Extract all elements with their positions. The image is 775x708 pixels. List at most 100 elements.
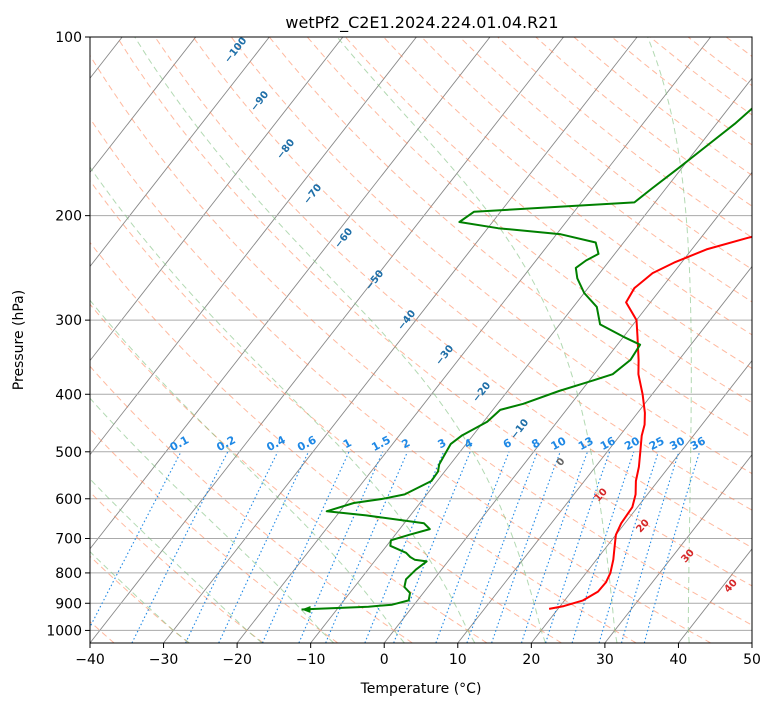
dry-adiabat-line [383,37,752,336]
y-tick-label: 400 [55,387,82,403]
dry-adiabat-line [725,37,752,58]
mixing-ratio-line [90,451,182,629]
x-tick-label: 20 [522,652,540,668]
x-tick-label: 10 [449,652,467,668]
moist-adiabat-line [647,37,692,643]
y-tick-label: 700 [55,532,82,548]
y-tick-label: 600 [55,492,82,508]
mixing-ratio-label: 3 [436,436,449,451]
y-tick-label: 500 [55,445,82,461]
x-tick-label: −10 [296,652,326,668]
dry-adiabat-line [90,365,413,643]
dry-adiabat-line [90,241,562,643]
mixing-ratio-line [520,451,589,643]
dry-adiabat-line [306,37,752,404]
x-tick-label: 40 [670,652,688,668]
mixing-ratio-line [325,451,409,643]
isotherm-line [604,454,752,643]
x-tick-label: −30 [149,652,179,668]
isotherm-line [310,77,752,643]
x-tick-label: −20 [222,652,252,668]
y-tick-label: 1000 [46,623,82,639]
x-tick-label: 50 [743,652,761,668]
isotherm-line [90,37,344,362]
dry-adiabat-line [573,37,752,176]
x-axis-label: Temperature (°C) [360,681,482,697]
isotherm-line [751,642,752,643]
mixing-ratio-label: 13 [576,434,596,453]
mixing-ratio-line [435,451,510,643]
dry-adiabat-line [230,37,752,475]
isotherm-line [90,37,564,643]
mixing-ratio-line [131,451,229,643]
mixing-ratio-label: 16 [598,434,618,453]
isotherm-line [90,37,417,456]
y-axis-label: Pressure (hPa) [11,290,27,390]
dry-adiabat-line [90,303,488,643]
moist-adiabat-line [134,37,546,643]
dry-adiabat-label: −50 [364,268,386,292]
moist-adiabat-line [90,299,405,643]
mixing-ratio-label: 0.1 [168,433,191,454]
isotherm-line [530,359,752,643]
y-tick-label: 300 [55,313,82,329]
dry-adiabat-line [421,37,752,303]
moist-adiabat-line [762,37,775,643]
temperature-profile-line [548,235,752,610]
mixing-ratio-line [466,451,539,643]
mixing-ratio-label: 0.6 [295,433,319,454]
dewpoint-start-marker [301,605,311,613]
mixing-ratio-line [643,451,701,643]
dry-adiabat-line [268,37,752,439]
mixing-ratio-label: 4 [462,436,475,451]
mixing-ratio-label: 2 [399,436,412,451]
moist-adiabat-label: 40 [722,577,740,595]
moist-adiabat-label: 10 [592,486,610,504]
mixing-ratio-line [393,451,471,643]
mixing-ratio-label: 10 [549,434,569,453]
dry-adiabat-line [90,428,339,643]
dry-adiabat-line [90,179,637,643]
dry-adiabat-label: −80 [275,137,297,161]
dry-adiabat-line [764,37,775,643]
isotherm-line [163,37,638,643]
dry-adiabat-line [154,37,752,549]
dry-adiabat-line [90,54,752,626]
moist-adiabat-label: 20 [634,517,652,535]
mixing-ratio-label: 1.5 [369,433,392,454]
mixing-ratio-line [545,451,611,643]
dry-adiabat-line [90,117,712,643]
chart-title: wetPf2_C2E1.2024.224.01.04.R21 [285,13,558,33]
dry-adiabat-line [90,491,264,643]
isotherm-line [383,171,752,643]
mixing-ratio-label: 36 [688,434,708,453]
mixing-ratio-line [620,451,680,643]
moist-adiabat-line [90,550,190,643]
isotherm-line [90,37,270,268]
dewpoint-profile-line [301,107,752,611]
mixing-ratio-line [298,451,384,643]
moist-adiabat-line [90,397,335,643]
dry-adiabat-label: −100 [223,36,250,66]
isotherm-line [90,37,197,174]
y-tick-label: 800 [55,566,82,582]
dry-adiabat-label: −90 [249,89,271,113]
dry-adiabat-line [687,37,752,87]
mixing-ratio-label: 0.2 [214,433,237,454]
moist-adiabat-line [336,37,618,643]
dry-adiabat-line [535,37,752,207]
x-tick-label: −40 [75,652,105,668]
dry-adiabat-line [192,37,752,511]
dry-adiabat-label: −20 [471,380,493,404]
dry-adiabat-line [497,37,752,239]
mixing-ratio-label: 0.4 [264,433,288,454]
mixing-ratio-line [491,451,561,643]
x-tick-label: 0 [380,652,389,668]
dry-adiabat-label: −60 [333,226,355,250]
isotherm-line [236,37,712,643]
mixing-ratio-label: 25 [647,434,667,453]
mixing-ratio-line [598,451,659,643]
dry-adiabat-line [90,555,190,643]
mixing-ratio-label: 1 [341,436,354,451]
